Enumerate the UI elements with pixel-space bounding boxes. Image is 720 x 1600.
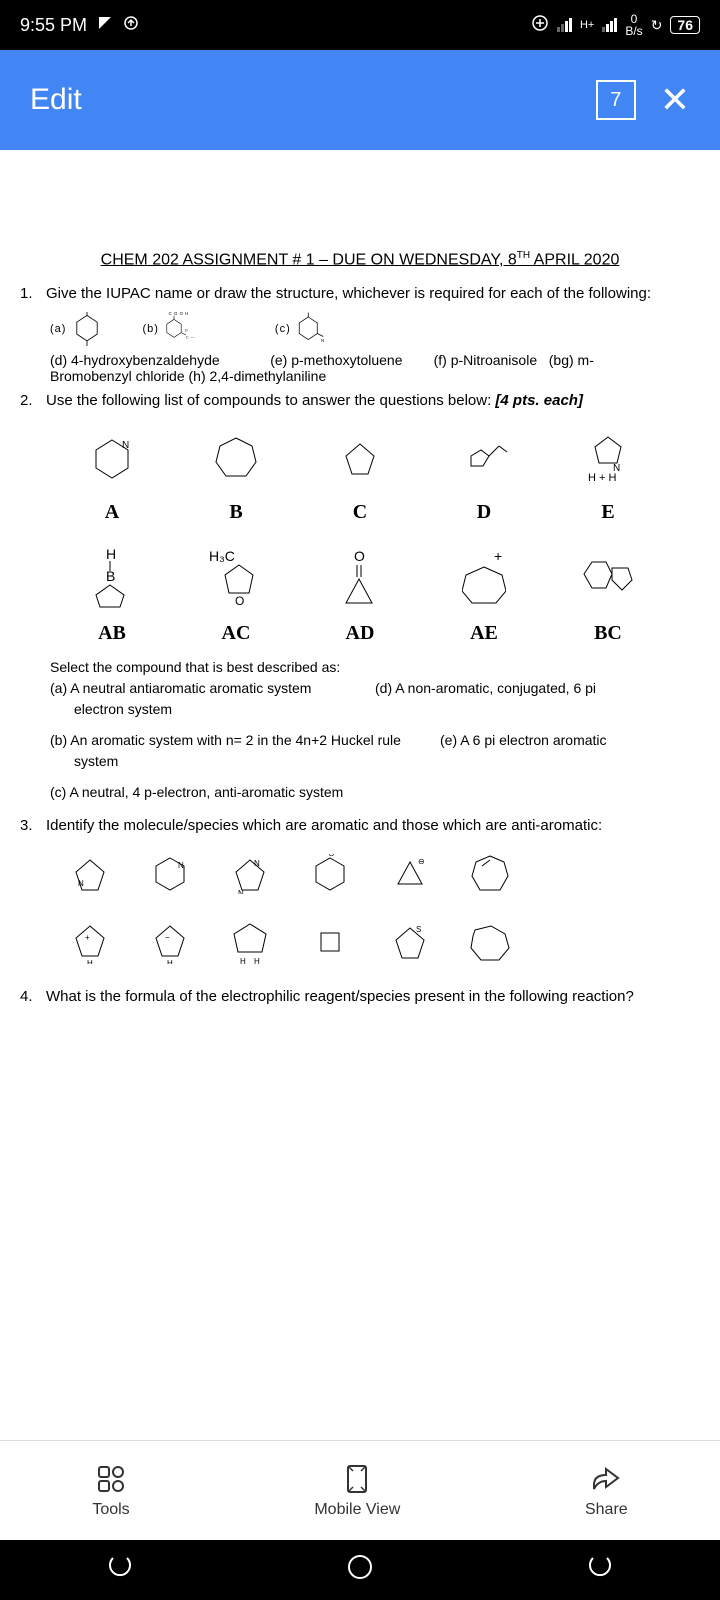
tools-button[interactable]: Tools xyxy=(92,1463,129,1519)
svg-text:B: B xyxy=(106,568,115,584)
nav-back-button[interactable] xyxy=(587,1554,613,1587)
svg-text:H: H xyxy=(87,959,93,964)
question-3: 3. Identify the molecule/species which a… xyxy=(20,815,700,836)
svg-text:−: − xyxy=(165,933,170,942)
svg-text:O: O xyxy=(185,329,188,333)
bottom-toolbar: Tools Mobile View Share xyxy=(0,1440,720,1540)
signal2-icon xyxy=(602,18,617,32)
document-viewer[interactable]: CHEM 202 ASSIGNMENT # 1 – DUE ON WEDNESD… xyxy=(0,150,720,1440)
svg-text:N H ₂: N H ₂ xyxy=(321,338,327,343)
share-label: Share xyxy=(585,1501,628,1519)
mobile-view-icon xyxy=(341,1463,373,1495)
nav-home-button[interactable] xyxy=(346,1553,374,1588)
plus-circle-icon xyxy=(531,14,549,37)
mobile-view-label: Mobile View xyxy=(314,1501,400,1519)
signal1-icon xyxy=(557,18,572,32)
q2-row1: N A B C D NH + H E xyxy=(20,423,700,524)
svg-text:O: O xyxy=(235,594,244,608)
mobile-view-button[interactable]: Mobile View xyxy=(314,1463,400,1519)
question-1: 1. Give the IUPAC name or draw the struc… xyxy=(20,283,700,304)
q1-text-compounds: (d) 4-hydroxybenzaldehyde (e) p-methoxyt… xyxy=(20,352,700,384)
share-icon xyxy=(590,1463,622,1495)
close-icon[interactable]: ✕ xyxy=(660,79,690,121)
q1-structures: (a) O C H ₃ C l (b) C O O H O xyxy=(20,312,700,346)
svg-text:H: H xyxy=(254,957,260,966)
svg-text:S: S xyxy=(416,925,421,934)
svg-text:⊖: ⊖ xyxy=(328,854,335,858)
q3-molecules-row1: N N N N ⊖ ⊖ xyxy=(20,844,700,904)
app-title: Edit xyxy=(30,83,82,117)
upload-icon xyxy=(123,15,139,36)
q2-row2: H B AB H₃C O AC O xyxy=(20,544,700,645)
android-nav-bar xyxy=(0,1540,720,1600)
nav-recent-button[interactable] xyxy=(107,1554,133,1587)
svg-text:+: + xyxy=(85,933,90,942)
download-icon xyxy=(97,15,113,36)
svg-text:C O O H: C O O H xyxy=(169,312,189,316)
svg-text:H: H xyxy=(106,549,116,562)
status-time: 9:55 PM xyxy=(20,15,87,36)
svg-text:+: + xyxy=(494,549,502,564)
svg-text:N: N xyxy=(178,861,184,870)
share-button[interactable]: Share xyxy=(585,1463,628,1519)
status-bar: 9:55 PM H+ 0B/s ↻ 76 xyxy=(0,0,720,50)
svg-text:O: O xyxy=(354,549,365,564)
page-badge[interactable]: 7 xyxy=(596,80,636,120)
svg-text:N: N xyxy=(238,889,244,894)
doc-title: CHEM 202 ASSIGNMENT # 1 – DUE ON WEDNESD… xyxy=(20,250,700,269)
tools-icon xyxy=(95,1463,127,1495)
app-bar: Edit 7 ✕ xyxy=(0,50,720,150)
svg-text:N: N xyxy=(122,440,129,451)
svg-text:⊖: ⊖ xyxy=(418,857,425,866)
tools-label: Tools xyxy=(92,1501,129,1519)
question-4: 4. What is the formula of the electrophi… xyxy=(20,986,700,1007)
svg-text:H: H xyxy=(167,959,173,964)
q2-options: Select the compound that is best describ… xyxy=(20,657,700,803)
rotate-icon: ↻ xyxy=(651,17,663,34)
q3-molecules-row2: H+ H− HH S xyxy=(20,912,700,972)
svg-text:O H: O H xyxy=(304,312,316,314)
battery-level: 76 xyxy=(670,16,700,34)
svg-text:H₃C: H₃C xyxy=(209,549,235,564)
network-label: H+ xyxy=(580,20,594,31)
data-rate: 0B/s xyxy=(625,13,642,37)
svg-text:N: N xyxy=(254,859,260,868)
question-2: 2. Use the following list of compounds t… xyxy=(20,390,700,411)
svg-text:C — C H ₃: C — C H ₃ xyxy=(186,336,195,340)
svg-text:H + H: H + H xyxy=(588,472,616,484)
svg-text:H: H xyxy=(240,957,246,966)
svg-text:N: N xyxy=(78,879,84,888)
